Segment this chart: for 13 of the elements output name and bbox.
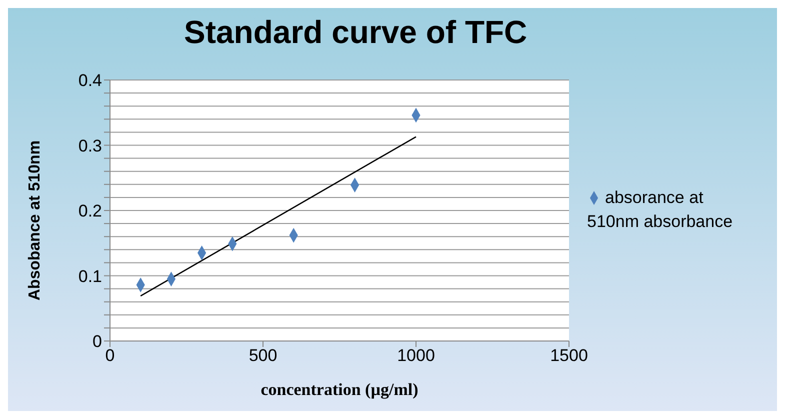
legend-label: absorance at 510nm absorbance xyxy=(587,188,733,230)
x-tick-label: 1000 xyxy=(397,346,435,366)
y-tick-label: 0.3 xyxy=(78,136,102,156)
y-tick-label: 0 xyxy=(92,332,102,352)
x-tick-label: 500 xyxy=(248,346,278,366)
y-axis-title: Absobance at 510nm xyxy=(26,140,44,300)
y-tick-label: 0.4 xyxy=(78,71,102,90)
x-tick-label: 0 xyxy=(105,346,115,366)
chart-title: Standard curve of TFC xyxy=(184,14,528,50)
x-tick-label: 1500 xyxy=(550,346,588,366)
x-axis-title: concentration (µg/ml) xyxy=(260,380,418,399)
y-tick-label: 0.1 xyxy=(78,266,102,286)
y-tick-label: 0.2 xyxy=(78,202,102,221)
